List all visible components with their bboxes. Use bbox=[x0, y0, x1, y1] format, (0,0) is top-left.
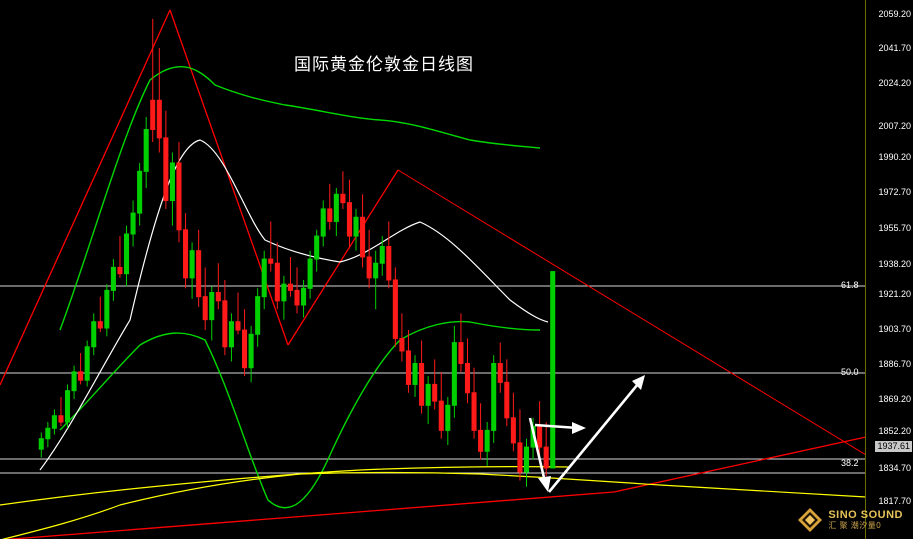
chart-canvas bbox=[0, 9, 866, 539]
y-tick-9: 1903.70 bbox=[878, 324, 911, 334]
y-tick-6: 1955.70 bbox=[878, 223, 911, 233]
y-tick-12: 1852.20 bbox=[878, 426, 911, 436]
y-tick-5: 1972.70 bbox=[878, 187, 911, 197]
fib-label-500: 50.0 bbox=[841, 367, 859, 377]
watermark-main-text: SINO SOUND bbox=[828, 509, 903, 522]
watermark: SINO SOUND 汇 聚 潮汐量0 bbox=[797, 507, 903, 533]
watermark-sub-text: 汇 聚 潮汐量0 bbox=[828, 520, 882, 530]
y-tick-1: 2041.70 bbox=[878, 43, 911, 53]
y-tick-0: 2059.20 bbox=[878, 9, 911, 19]
forecast-arrows bbox=[528, 375, 645, 493]
y-tick-14: 1817.70 bbox=[878, 496, 911, 506]
y-tick-2: 2024.20 bbox=[878, 78, 911, 88]
fibonacci-lines bbox=[0, 285, 866, 474]
y-tick-10: 1886.70 bbox=[878, 359, 911, 369]
chart-plot-area[interactable]: 国际黄金伦敦金日线图 61.8 50.0 38.2 bbox=[0, 0, 866, 539]
price-axis[interactable]: 2059.20 2041.70 2024.20 2007.20 1990.20 … bbox=[865, 0, 913, 539]
ma-yellow-line bbox=[0, 466, 866, 539]
trendlines-red bbox=[0, 9, 866, 539]
y-tick-13: 1834.70 bbox=[878, 463, 911, 473]
fib-label-382: 38.2 bbox=[841, 458, 859, 468]
fib-label-618: 61.8 bbox=[841, 280, 859, 290]
y-tick-4: 1990.20 bbox=[878, 152, 911, 162]
y-tick-11: 1869.20 bbox=[878, 394, 911, 404]
y-tick-7: 1938.20 bbox=[878, 259, 911, 269]
chart-title: 国际黄金伦敦金日线图 bbox=[294, 55, 474, 74]
sino-sound-logo-icon bbox=[798, 508, 823, 532]
candlestick-series bbox=[38, 18, 556, 487]
ma-white-line bbox=[39, 139, 549, 471]
bollinger-bands-green bbox=[59, 65, 541, 509]
y-tick-3: 2007.20 bbox=[878, 121, 911, 131]
current-price-tag: 1937.61 bbox=[875, 441, 912, 452]
y-tick-8: 1921.20 bbox=[878, 289, 911, 299]
